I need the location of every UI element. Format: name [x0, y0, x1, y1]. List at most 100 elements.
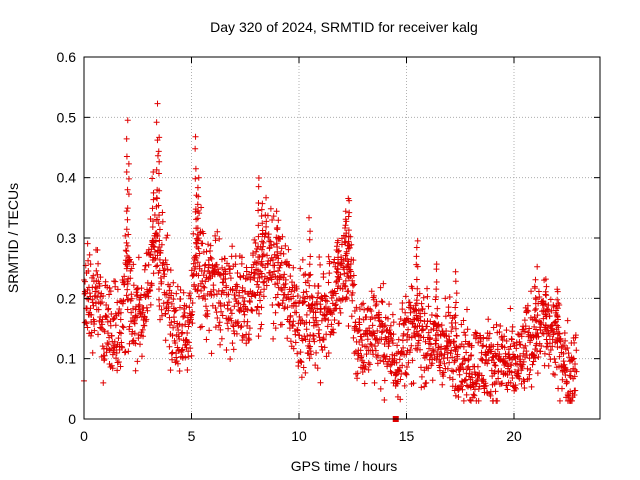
- data-point: [452, 392, 459, 399]
- data-point: [424, 323, 431, 330]
- data-point: [152, 238, 159, 245]
- data-point: [189, 300, 196, 307]
- data-point: [279, 321, 286, 328]
- data-point: [218, 308, 225, 315]
- data-point: [115, 359, 122, 366]
- data-point: [306, 214, 313, 221]
- data-point: [573, 368, 580, 375]
- data-point: [329, 311, 336, 318]
- data-point: [315, 283, 322, 290]
- data-point: [427, 335, 434, 342]
- data-point: [90, 272, 97, 279]
- data-point: [345, 258, 352, 265]
- data-point: [354, 356, 361, 363]
- data-point: [279, 233, 286, 240]
- data-point: [153, 166, 160, 173]
- data-point: [573, 347, 580, 354]
- data-point: [128, 309, 135, 316]
- data-point: [521, 378, 528, 385]
- data-point: [153, 216, 160, 223]
- data-point: [172, 359, 179, 366]
- data-point: [216, 319, 223, 326]
- data-points: [80, 100, 580, 422]
- data-point: [306, 294, 313, 301]
- data-point: [522, 342, 529, 349]
- data-point: [285, 246, 292, 253]
- data-point: [185, 353, 192, 360]
- data-point: [441, 360, 448, 367]
- data-point: [226, 299, 233, 306]
- data-point: [381, 377, 388, 384]
- data-point: [349, 289, 356, 296]
- data-point: [413, 253, 420, 260]
- data-point: [154, 262, 161, 269]
- data-point: [404, 315, 411, 322]
- data-point: [560, 342, 567, 349]
- data-point: [256, 291, 263, 298]
- data-point: [156, 212, 163, 219]
- data-point: [216, 271, 223, 278]
- data-point: [371, 292, 378, 299]
- data-point: [274, 280, 281, 287]
- data-point: [194, 231, 201, 238]
- y-axis-label: SRMTID / TECUs: [5, 183, 21, 293]
- data-point: [367, 340, 374, 347]
- data-point: [462, 332, 469, 339]
- data-point: [299, 256, 306, 263]
- data-point: [198, 287, 205, 294]
- data-point: [123, 292, 130, 299]
- data-point: [296, 332, 303, 339]
- data-point: [196, 250, 203, 257]
- data-point: [239, 332, 246, 339]
- data-point: [125, 258, 132, 265]
- data-point: [150, 168, 157, 175]
- data-point: [499, 380, 506, 387]
- data-point: [154, 152, 161, 159]
- data-point: [275, 255, 282, 262]
- data-point: [348, 241, 355, 248]
- data-point: [258, 246, 265, 253]
- data-point: [257, 289, 264, 296]
- data-point: [538, 343, 545, 350]
- data-point: [157, 247, 164, 254]
- data-point: [188, 316, 195, 323]
- data-point: [174, 360, 181, 367]
- data-point: [175, 326, 182, 333]
- data-point: [550, 303, 557, 310]
- data-point: [463, 370, 470, 377]
- data-point: [432, 296, 439, 303]
- data-point: [321, 344, 328, 351]
- data-point: [402, 319, 409, 326]
- data-point: [265, 234, 272, 241]
- data-point: [120, 324, 127, 331]
- data-point: [412, 306, 419, 313]
- data-point: [467, 384, 474, 391]
- data-point: [105, 341, 112, 348]
- data-point: [458, 382, 465, 389]
- data-point: [303, 311, 310, 318]
- data-point: [267, 238, 274, 245]
- data-point: [84, 324, 91, 331]
- data-point: [158, 278, 165, 285]
- data-point: [185, 348, 192, 355]
- data-point: [102, 312, 109, 319]
- data-point: [390, 319, 397, 326]
- data-point: [346, 209, 353, 216]
- data-point: [114, 367, 121, 374]
- data-point: [564, 391, 571, 398]
- data-point: [378, 298, 385, 305]
- data-point: [361, 380, 368, 387]
- data-point: [185, 292, 192, 299]
- data-point: [531, 307, 538, 314]
- data-point: [449, 354, 456, 361]
- data-point: [85, 267, 92, 274]
- data-point: [284, 335, 291, 342]
- data-point: [166, 314, 173, 321]
- data-point: [311, 338, 318, 345]
- data-point: [266, 238, 273, 245]
- data-point: [227, 356, 234, 363]
- data-point: [335, 259, 342, 266]
- data-point: [389, 336, 396, 343]
- data-point: [294, 350, 301, 357]
- data-point: [84, 286, 91, 293]
